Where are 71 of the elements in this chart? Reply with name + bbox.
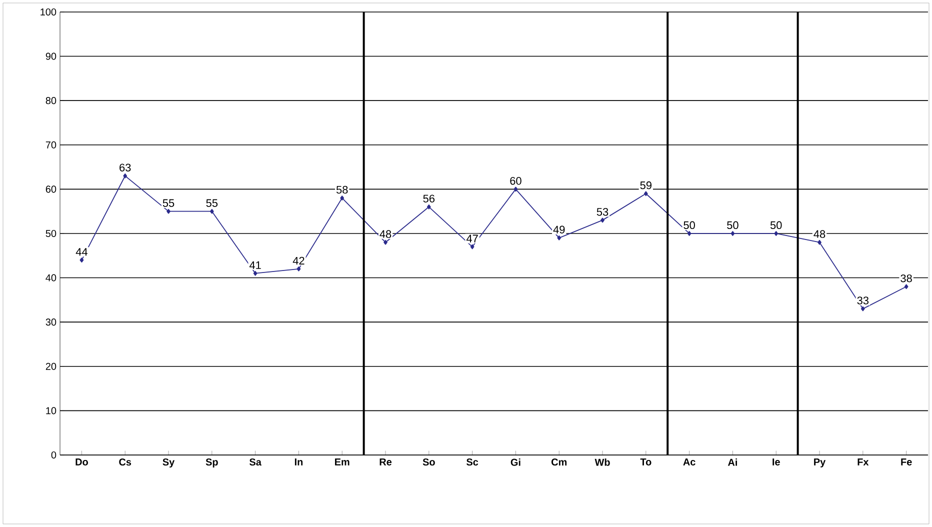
point xyxy=(296,266,301,272)
x-tick-label: To xyxy=(640,458,652,466)
point xyxy=(426,204,431,210)
x-tick-label: Py xyxy=(814,458,826,468)
data-label: 63 xyxy=(120,164,131,172)
data-label: 33 xyxy=(857,296,869,304)
x-tick-label: Ie xyxy=(772,458,780,466)
x-tick-label: Fe xyxy=(901,458,912,466)
x-tick-label: In xyxy=(294,458,303,466)
data-label: 60 xyxy=(510,177,522,185)
point xyxy=(557,235,562,240)
point xyxy=(860,306,865,312)
point xyxy=(340,196,344,200)
data-label: 38 xyxy=(900,274,912,282)
point xyxy=(384,240,388,245)
point xyxy=(80,258,84,263)
x-tick-label: Do xyxy=(76,458,88,466)
data-label: 49 xyxy=(553,226,565,234)
point xyxy=(123,173,128,178)
x-tick-label: Ac xyxy=(683,458,696,466)
data-label: 48 xyxy=(814,230,826,238)
y-tick-label: 80 xyxy=(46,97,56,104)
point xyxy=(600,218,604,223)
x-tick-label: Sy xyxy=(162,458,175,468)
y-tick-label: 20 xyxy=(46,362,56,370)
y-tick-label: 90 xyxy=(46,52,56,60)
y-tick-label: 30 xyxy=(46,318,56,326)
data-label: 56 xyxy=(423,194,435,202)
x-tick-label: Sp xyxy=(206,458,218,468)
point xyxy=(210,208,214,214)
x-tick-label: Sa xyxy=(250,458,262,466)
data-label: 48 xyxy=(380,230,392,238)
data-label: 50 xyxy=(684,221,695,230)
point xyxy=(644,191,648,196)
x-tick-label: Em xyxy=(335,458,350,466)
point xyxy=(818,240,822,245)
x-tick-label: Cm xyxy=(551,458,567,466)
y-tick-label: 70 xyxy=(46,141,56,148)
y-tick-label: 10 xyxy=(46,407,56,414)
point xyxy=(904,284,908,290)
x-tick-label: Fx xyxy=(858,458,869,466)
x-tick-label: Cs xyxy=(119,458,132,466)
data-label: 53 xyxy=(596,208,608,216)
point xyxy=(774,231,778,236)
data-label: 50 xyxy=(727,221,738,230)
data-label: 41 xyxy=(249,261,261,269)
point xyxy=(730,231,735,236)
data-label: 47 xyxy=(466,234,478,242)
data-label: 58 xyxy=(336,186,348,194)
y-tick-label: 60 xyxy=(46,186,56,193)
y-tick-label: 50 xyxy=(46,230,56,238)
y-tick-label: 100 xyxy=(40,8,56,16)
x-tick-label: Re xyxy=(380,458,392,466)
point xyxy=(470,244,474,250)
point xyxy=(514,186,518,192)
data-label: 59 xyxy=(640,181,652,190)
x-tick-label: Gi xyxy=(510,458,520,466)
data-label: 42 xyxy=(292,256,304,264)
x-tick-label: Ai xyxy=(728,458,737,466)
x-tick-label: Sc xyxy=(466,458,478,466)
data-label: 44 xyxy=(76,248,88,256)
y-tick-label: 40 xyxy=(46,274,56,282)
data-label: 55 xyxy=(206,199,218,207)
x-tick-label: Wb xyxy=(594,458,610,466)
y-tick-label: 0 xyxy=(51,451,56,459)
x-tick-label: So xyxy=(422,458,435,466)
point xyxy=(687,231,692,236)
data-label: 50 xyxy=(770,221,782,230)
point xyxy=(166,208,170,214)
point xyxy=(253,270,258,276)
data-label: 55 xyxy=(162,199,174,207)
